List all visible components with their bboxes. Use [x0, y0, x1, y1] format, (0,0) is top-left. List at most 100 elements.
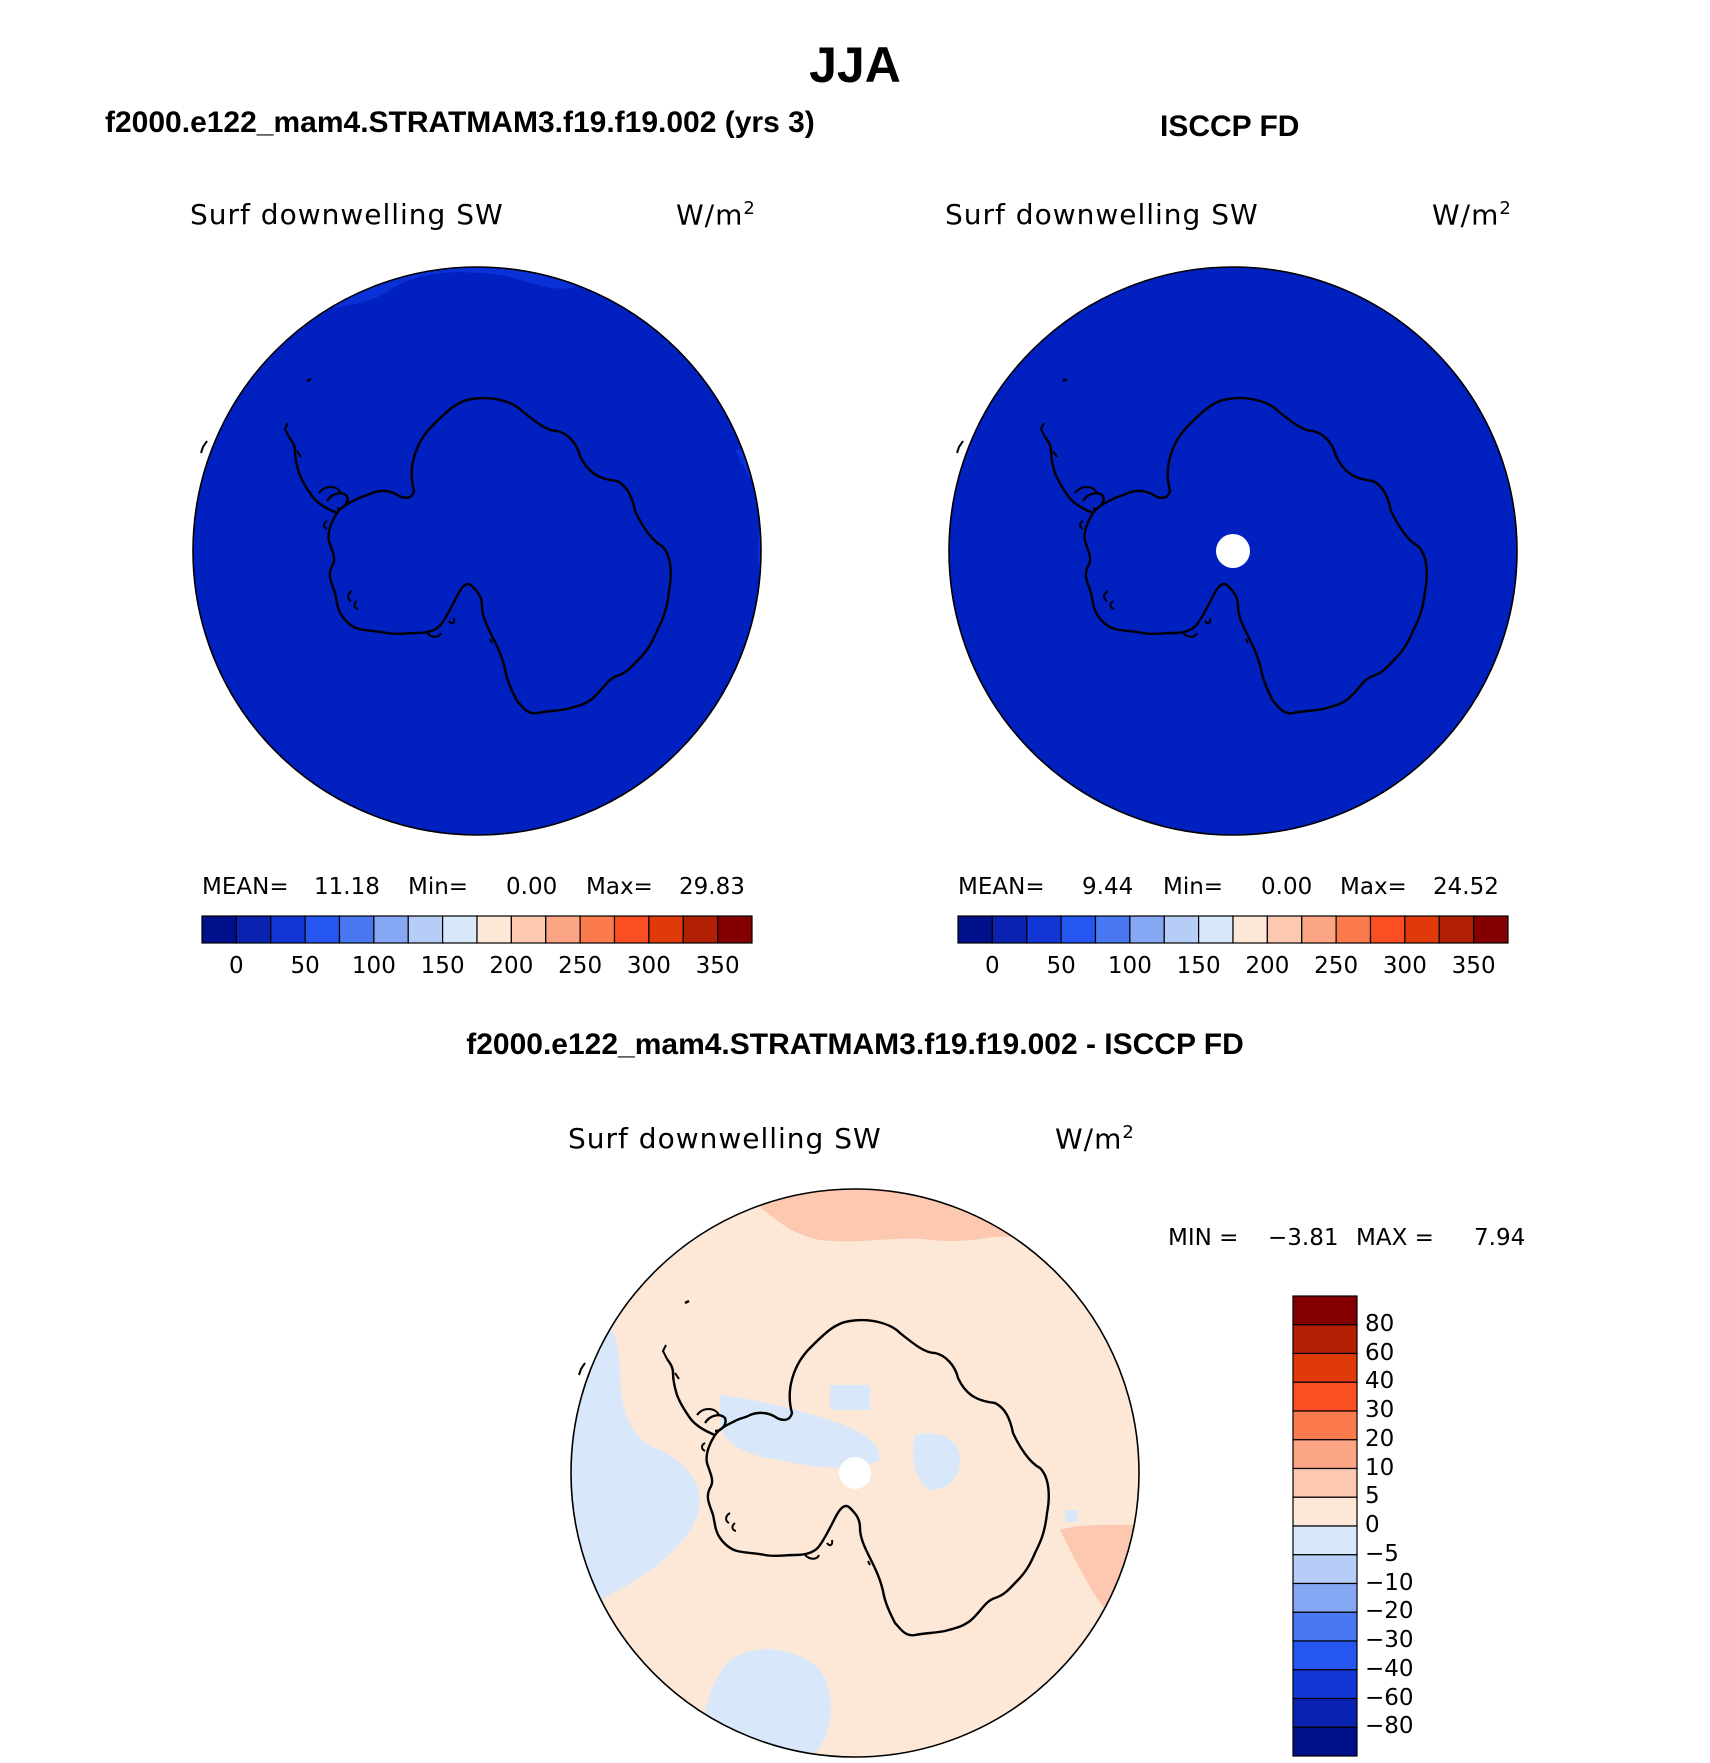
- colorbar-swatch: [545, 915, 581, 944]
- colorbar-tick-label: −40: [1365, 1655, 1414, 1682]
- panel3-negative-patch-3: [1065, 1510, 1077, 1522]
- panel2-map: [948, 266, 1518, 836]
- panel2-map-border: [948, 266, 1518, 836]
- colorbar-swatch: [1335, 915, 1372, 944]
- colorbar-tick-label: −20: [1365, 1598, 1414, 1625]
- colorbar-tick-label: 10: [1365, 1454, 1395, 1481]
- colorbar-swatch: [1292, 1697, 1358, 1728]
- colorbar-tick-label: 100: [351, 953, 396, 979]
- colorbar-tick-label: −5: [1365, 1540, 1399, 1567]
- colorbar-swatch: [1369, 915, 1406, 944]
- colorbar-tick-label: 0: [229, 953, 244, 979]
- panel3-unit-label: W/m2: [1055, 1122, 1135, 1155]
- panel1-max-value: 29.83: [679, 874, 745, 900]
- colorbar-tick-label: 50: [290, 953, 320, 979]
- panel1-max-label: Max=: [586, 874, 653, 900]
- colorbar-swatch: [1404, 915, 1440, 944]
- colorbar-swatch: [1266, 915, 1303, 944]
- panel2-min-value: 0.00: [1261, 874, 1313, 900]
- panel1-mean-label: MEAN=: [202, 874, 289, 900]
- colorbar-swatch: [1060, 915, 1097, 944]
- panel1-field: [193, 267, 761, 835]
- colorbar-swatch: [1292, 1410, 1358, 1441]
- colorbar-tick-label: 0: [985, 953, 1000, 979]
- colorbar-tick-label: 250: [558, 953, 603, 979]
- colorbar-tick-label: −80: [1365, 1713, 1414, 1740]
- panel2-pole-hole: [1216, 534, 1250, 568]
- colorbar-swatch: [476, 915, 512, 944]
- colorbar-swatch: [373, 915, 409, 944]
- colorbar-swatch: [1292, 1467, 1358, 1498]
- colorbar-swatch: [648, 915, 684, 944]
- panel2-max-label: Max=: [1340, 874, 1407, 900]
- panel1-min-label: Min=: [408, 874, 469, 900]
- colorbar-swatch: [510, 915, 547, 944]
- panel1-mean-value: 11.18: [314, 874, 380, 900]
- colorbar-tick-label: 150: [420, 953, 465, 979]
- panel1-map-border: [192, 266, 762, 836]
- panel2-unit-base: W/m: [1432, 198, 1500, 232]
- colorbar-swatch: [338, 915, 375, 944]
- colorbar-swatch: [957, 915, 993, 944]
- colorbar-tick-label: 200: [1245, 953, 1290, 979]
- colorbar-tick-label: 300: [1382, 953, 1427, 979]
- panel1-unit-label: W/m2: [676, 198, 756, 231]
- colorbar-swatch: [270, 915, 306, 944]
- diff-colorbar: [1292, 1295, 1358, 1757]
- colorbar-tick-label: 5: [1365, 1483, 1380, 1510]
- colorbar-swatch: [407, 915, 444, 944]
- case2-title: ISCCP FD: [1160, 110, 1300, 143]
- colorbar-swatch: [1292, 1726, 1358, 1757]
- colorbar-swatch: [1292, 1611, 1358, 1642]
- colorbar-tick-label: −30: [1365, 1627, 1414, 1653]
- colorbar-swatch: [442, 915, 478, 944]
- colorbar-swatch: [1292, 1439, 1358, 1470]
- colorbar-tick-label: 300: [626, 953, 671, 979]
- colorbar-swatch: [1292, 1496, 1358, 1527]
- colorbar-tick-label: 40: [1365, 1368, 1395, 1395]
- colorbar-swatch: [717, 915, 753, 944]
- colorbar-tick-label: 0: [1365, 1512, 1380, 1538]
- colorbar-tick-label: 250: [1314, 953, 1359, 979]
- colorbar-swatch: [235, 915, 272, 944]
- colorbar-tick-label: −60: [1365, 1684, 1414, 1711]
- panel3-max-label: MAX =: [1356, 1225, 1434, 1251]
- figure-title: JJA: [809, 37, 901, 93]
- colorbar-swatch: [1094, 915, 1131, 944]
- panel1-variable-label: Surf downwelling SW: [190, 198, 504, 231]
- colorbar-swatch: [1292, 1582, 1358, 1613]
- panel3-min-value: −3.81: [1268, 1225, 1339, 1251]
- panel3-pole-hole: [839, 1457, 871, 1489]
- panel3-unit-exp: 2: [1122, 1122, 1135, 1143]
- colorbar-tick-label: 30: [1365, 1397, 1395, 1423]
- colorbar-swatch: [1301, 915, 1337, 944]
- panel3-unit-base: W/m: [1055, 1122, 1123, 1156]
- colorbar-tick-label: 20: [1365, 1425, 1395, 1452]
- panel1-unit-base: W/m: [676, 198, 744, 232]
- colorbar-swatch: [1473, 915, 1509, 944]
- colorbar-swatch: [1292, 1352, 1358, 1383]
- colorbar-swatch: [613, 915, 650, 944]
- colorbar-tick-label: 350: [1451, 953, 1496, 979]
- case1-title: f2000.e122_mam4.STRATMAM3.f19.f19.002 (y…: [105, 106, 815, 139]
- colorbar-swatch: [1163, 915, 1200, 944]
- panel3-variable-label: Surf downwelling SW: [568, 1122, 882, 1155]
- colorbar-swatch: [1232, 915, 1268, 944]
- panel2-unit-label: W/m2: [1432, 198, 1512, 231]
- colorbar-swatch: [1292, 1525, 1358, 1556]
- panel3-negative-patch-1: [830, 1385, 870, 1410]
- colorbar-tick-label: 350: [695, 953, 740, 979]
- panel1-min-value: 0.00: [506, 874, 558, 900]
- colorbar-tick-label: 150: [1176, 953, 1221, 979]
- colorbar-swatch: [1292, 1669, 1358, 1700]
- panel1-colorbar: [201, 915, 753, 944]
- colorbar-swatch: [991, 915, 1028, 944]
- colorbar-swatch: [1129, 915, 1165, 944]
- panel2-mean-label: MEAN=: [958, 874, 1045, 900]
- panel1-unit-exp: 2: [743, 198, 756, 219]
- colorbar-swatch: [1292, 1381, 1358, 1412]
- panel2-max-value: 24.52: [1433, 874, 1499, 900]
- panel1-map: [192, 266, 762, 836]
- colorbar-swatch: [1292, 1324, 1358, 1355]
